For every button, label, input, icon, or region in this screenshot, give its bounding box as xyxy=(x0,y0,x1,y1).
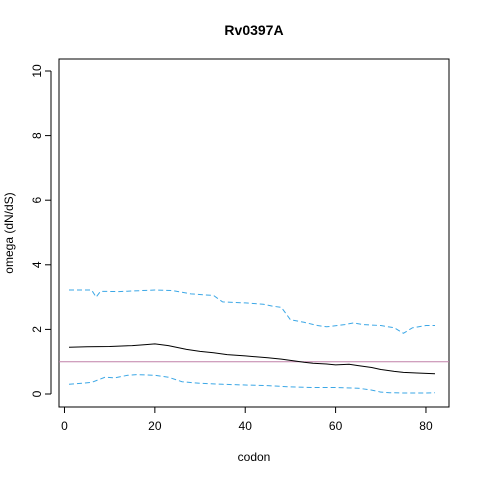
x-axis: 0 20 40 60 80 xyxy=(61,406,433,433)
x-tick-label: 60 xyxy=(329,419,343,433)
y-tick-label: 2 xyxy=(30,326,44,333)
y-tick-label: 4 xyxy=(30,261,44,268)
y-tick-label: 6 xyxy=(30,197,44,204)
chart-title: Rv0397A xyxy=(224,22,283,38)
x-tick-label: 20 xyxy=(148,419,162,433)
series-upper-line xyxy=(69,289,435,334)
y-tick-label: 10 xyxy=(30,64,44,78)
x-tick-label: 40 xyxy=(239,419,253,433)
y-axis-label: omega (dN/dS) xyxy=(2,192,16,273)
series-estimate-line xyxy=(68,343,436,375)
y-axis: 0 2 4 6 8 10 xyxy=(30,64,52,397)
series-lower-line xyxy=(68,374,436,394)
x-tick-label: 0 xyxy=(61,419,68,433)
y-tick-label: 0 xyxy=(30,390,44,397)
series-layer xyxy=(59,289,449,394)
y-tick-label: 8 xyxy=(30,132,44,139)
plot-frame xyxy=(58,58,450,408)
x-axis-label: codon xyxy=(238,450,271,464)
x-tick-label: 80 xyxy=(419,419,433,433)
